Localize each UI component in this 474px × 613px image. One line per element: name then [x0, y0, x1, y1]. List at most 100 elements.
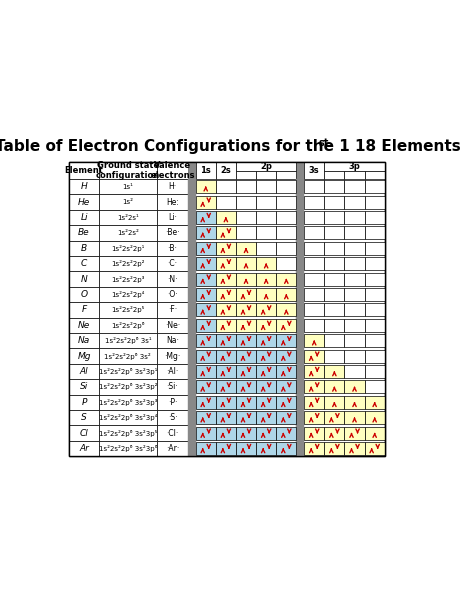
Bar: [188, 302, 196, 318]
Bar: [256, 257, 276, 270]
Text: st: st: [319, 138, 329, 148]
Bar: [99, 256, 157, 272]
Text: ·S·: ·S·: [168, 413, 177, 422]
Bar: [99, 225, 157, 241]
Bar: [345, 273, 365, 286]
Bar: [236, 396, 256, 409]
Bar: [324, 211, 345, 224]
Text: ·Cl·: ·Cl·: [166, 428, 179, 438]
Bar: [157, 210, 188, 225]
Bar: [324, 288, 345, 301]
Bar: [236, 211, 256, 224]
Bar: [216, 303, 236, 316]
Bar: [69, 241, 99, 256]
Bar: [216, 257, 236, 270]
Bar: [196, 303, 216, 316]
Text: Ground state
configuration: Ground state configuration: [96, 161, 160, 180]
Bar: [196, 365, 216, 378]
Bar: [69, 225, 99, 241]
Bar: [256, 381, 276, 394]
Bar: [365, 172, 385, 179]
Bar: [256, 172, 276, 179]
Text: ·Mg·: ·Mg·: [164, 352, 181, 360]
Bar: [188, 333, 196, 348]
Bar: [276, 172, 296, 179]
Bar: [69, 194, 99, 210]
Bar: [196, 411, 216, 424]
Bar: [365, 180, 385, 193]
Bar: [99, 194, 157, 210]
Bar: [236, 334, 256, 348]
Bar: [157, 179, 188, 194]
Bar: [365, 303, 385, 316]
Bar: [365, 349, 385, 363]
Bar: [296, 318, 304, 333]
Text: ·O·: ·O·: [167, 290, 178, 299]
Bar: [188, 256, 196, 272]
Text: 1s: 1s: [201, 166, 211, 175]
Text: Li·: Li·: [168, 213, 177, 222]
Bar: [276, 334, 296, 348]
Text: 1s¹: 1s¹: [122, 184, 133, 190]
Bar: [345, 411, 365, 424]
Bar: [188, 210, 196, 225]
Bar: [365, 319, 385, 332]
Bar: [345, 427, 365, 440]
Bar: [256, 226, 276, 240]
Bar: [304, 211, 324, 224]
Bar: [304, 180, 324, 193]
Bar: [157, 162, 188, 179]
Bar: [196, 211, 216, 224]
Bar: [99, 287, 157, 302]
Bar: [324, 396, 345, 409]
Bar: [296, 179, 304, 194]
Bar: [296, 379, 304, 395]
Bar: [236, 303, 256, 316]
Bar: [196, 162, 216, 179]
Bar: [157, 395, 188, 410]
Bar: [69, 210, 99, 225]
Bar: [365, 273, 385, 286]
Bar: [99, 364, 157, 379]
Bar: [304, 396, 324, 409]
Bar: [236, 381, 256, 394]
Bar: [345, 288, 365, 301]
Text: ·Si·: ·Si·: [166, 383, 178, 392]
Text: 1s²2s²2p⁵: 1s²2s²2p⁵: [111, 306, 145, 313]
Bar: [324, 180, 345, 193]
Bar: [188, 410, 196, 425]
Bar: [99, 410, 157, 425]
Bar: [276, 411, 296, 424]
Text: Mg: Mg: [77, 352, 91, 360]
Bar: [365, 365, 385, 378]
Text: 1s²2s²2p⁶ 3s²: 1s²2s²2p⁶ 3s²: [104, 352, 151, 360]
Bar: [216, 211, 236, 224]
Bar: [99, 395, 157, 410]
Text: Li: Li: [80, 213, 88, 222]
Bar: [196, 381, 216, 394]
Bar: [69, 318, 99, 333]
Bar: [304, 273, 324, 286]
Bar: [216, 196, 236, 208]
Text: 3p: 3p: [349, 162, 360, 171]
Bar: [256, 242, 276, 255]
Bar: [196, 396, 216, 409]
Text: Na·: Na·: [166, 337, 179, 345]
Text: H: H: [81, 182, 87, 191]
Bar: [365, 381, 385, 394]
Text: ·Ne·: ·Ne·: [165, 321, 180, 330]
Bar: [216, 442, 236, 455]
Text: Ne: Ne: [78, 321, 90, 330]
Bar: [365, 396, 385, 409]
Text: ·C·: ·C·: [167, 259, 177, 268]
Bar: [256, 411, 276, 424]
Text: 1s²2s²2p⁶ 3s²3p⁶: 1s²2s²2p⁶ 3s²3p⁶: [99, 445, 157, 452]
Bar: [69, 287, 99, 302]
Bar: [188, 318, 196, 333]
Text: 2p: 2p: [260, 162, 272, 171]
Bar: [69, 410, 99, 425]
Bar: [69, 441, 99, 456]
Text: Ar: Ar: [79, 444, 89, 453]
Bar: [99, 179, 157, 194]
Text: Si: Si: [80, 383, 88, 392]
